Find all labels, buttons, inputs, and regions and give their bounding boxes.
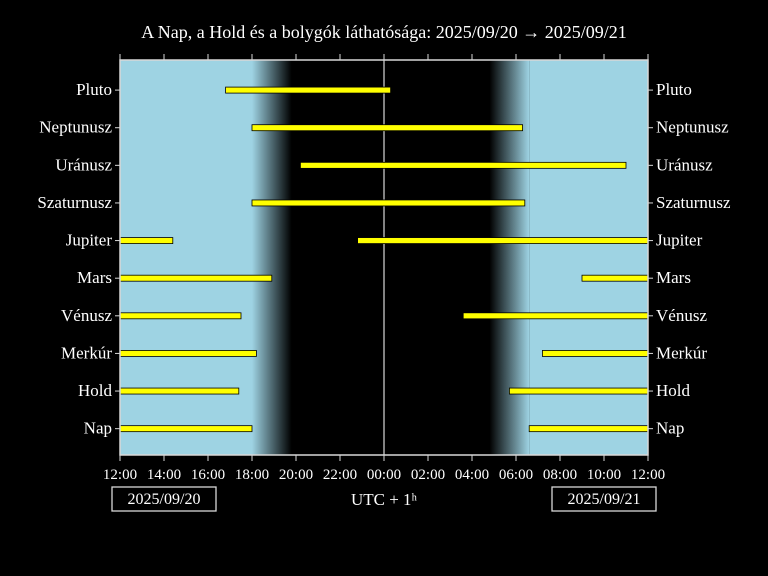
x-tick-label: 10:00 <box>587 467 621 483</box>
body-label-right: Jupiter <box>656 231 703 250</box>
visibility-bar <box>529 426 648 432</box>
body-label-left: Pluto <box>76 80 112 99</box>
body-label-left: Jupiter <box>66 231 113 250</box>
body-label-right: Merkúr <box>656 343 707 362</box>
svg-text:2025/09/21: 2025/09/21 <box>568 491 641 508</box>
x-tick-label: 00:00 <box>367 467 401 483</box>
body-label-right: Neptunusz <box>656 118 729 137</box>
body-label-left: Hold <box>78 381 113 400</box>
visibility-chart: Pluto Pluto Neptunusz Neptunusz Uránusz Uránu… <box>0 0 768 576</box>
visibility-bar <box>120 350 256 356</box>
visibility-bar <box>358 238 648 244</box>
x-tick-label: 20:00 <box>279 467 313 483</box>
body-label-right: Szaturnusz <box>656 193 731 212</box>
x-tick-label: 12:00 <box>103 467 137 483</box>
visibility-bar <box>120 388 239 394</box>
x-tick-label: 16:00 <box>191 467 225 483</box>
body-label-right: Nap <box>656 419 684 438</box>
visibility-bar <box>542 350 648 356</box>
body-label-left: Mars <box>77 268 112 287</box>
body-label-right: Uránusz <box>656 155 713 174</box>
x-tick-label: 02:00 <box>411 467 445 483</box>
body-label-left: Vénusz <box>61 306 112 325</box>
timezone-label: UTC + 1ʰ <box>351 490 418 509</box>
x-tick-label: 08:00 <box>543 467 577 483</box>
body-label-right: Vénusz <box>656 306 707 325</box>
visibility-bar <box>120 313 241 319</box>
visibility-bar <box>300 162 626 168</box>
x-tick-label: 18:00 <box>235 467 269 483</box>
body-label-left: Neptunusz <box>39 118 112 137</box>
body-label-left: Nap <box>84 419 112 438</box>
body-label-right: Hold <box>656 381 691 400</box>
x-tick-label: 06:00 <box>499 467 533 483</box>
body-label-right: Mars <box>656 268 691 287</box>
x-tick-label: 22:00 <box>323 467 357 483</box>
body-label-right: Pluto <box>656 80 692 99</box>
x-tick-label: 04:00 <box>455 467 489 483</box>
visibility-bar <box>120 275 272 281</box>
svg-text:2025/09/20: 2025/09/20 <box>128 491 201 508</box>
visibility-bar <box>120 426 252 432</box>
x-tick-label: 14:00 <box>147 467 181 483</box>
visibility-bar <box>582 275 648 281</box>
visibility-bar <box>226 87 391 93</box>
visibility-bar <box>252 125 523 131</box>
body-label-left: Uránusz <box>55 155 112 174</box>
body-label-left: Merkúr <box>61 343 112 362</box>
body-label-left: Szaturnusz <box>37 193 112 212</box>
visibility-bar <box>509 388 648 394</box>
x-tick-label: 12:00 <box>631 467 665 483</box>
visibility-bar <box>120 238 173 244</box>
visibility-bar <box>463 313 648 319</box>
visibility-bar <box>252 200 525 206</box>
